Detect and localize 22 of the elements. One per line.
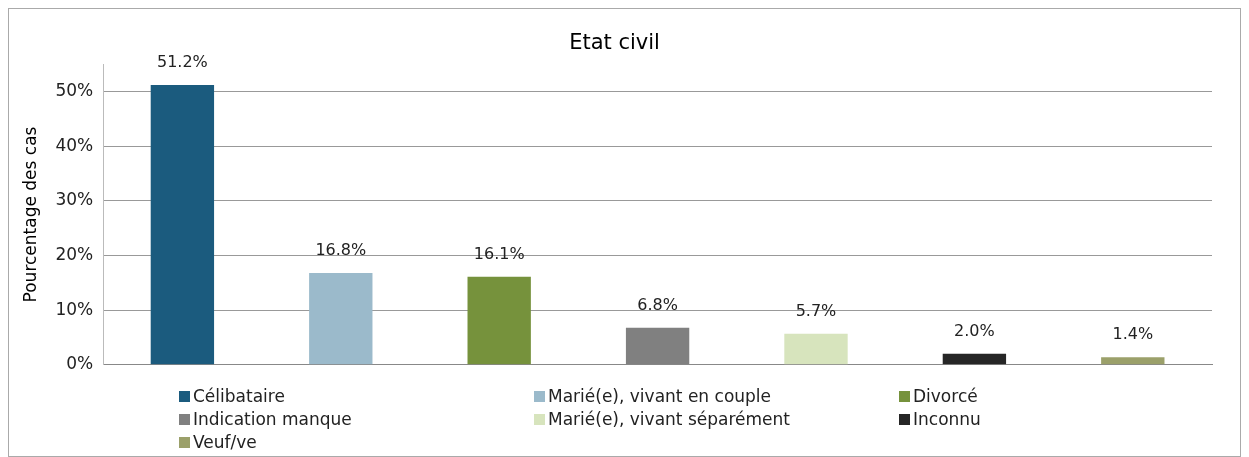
y-tick-label: 20% — [55, 243, 94, 264]
y-tick-label: 0% — [66, 353, 94, 374]
data-label: 1.4% — [1112, 324, 1154, 344]
chart-title: Etat civil — [569, 30, 660, 55]
legend-label: Célibataire — [193, 385, 285, 408]
data-label: 2.0% — [954, 321, 995, 341]
legend-label: Divorcé — [913, 385, 978, 408]
y-tick-label: 30% — [55, 189, 94, 210]
data-label: 16.8% — [315, 240, 367, 260]
y-tick-label: 50% — [55, 79, 94, 100]
legend-label: Marié(e), vivant séparément — [548, 408, 790, 431]
data-label: 51.2% — [156, 52, 208, 72]
legend-label: Indication manque — [193, 408, 352, 431]
legend-label: Veuf/ve — [193, 431, 257, 454]
data-label: 16.1% — [473, 243, 525, 263]
y-axis-title: Pourcentage des cas — [19, 126, 40, 303]
data-label: 5.7% — [795, 300, 837, 320]
legend-label: Inconnu — [913, 408, 981, 431]
y-tick-label: 40% — [55, 134, 94, 155]
legend-label: Marié(e), vivant en couple — [548, 385, 772, 408]
data-label: 6.8% — [637, 294, 678, 314]
y-tick-label: 10% — [55, 298, 94, 319]
